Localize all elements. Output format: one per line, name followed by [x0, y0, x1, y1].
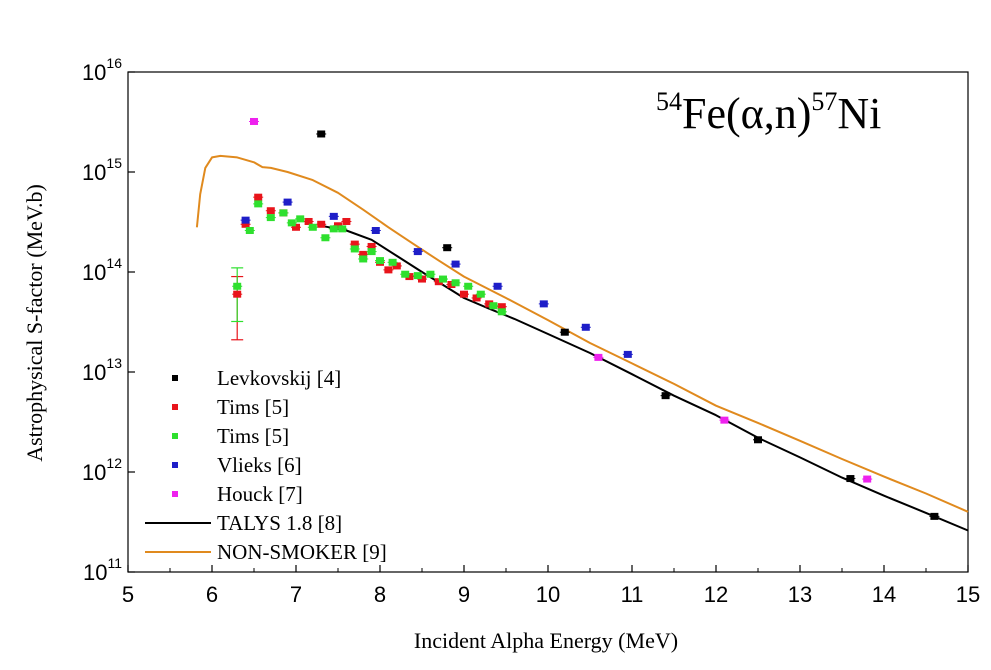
y-tick-label: 1015	[82, 155, 122, 185]
x-tick-label: 13	[788, 582, 812, 607]
legend-label: Vlieks [6]	[217, 453, 302, 477]
legend-label: Tims [5]	[217, 395, 289, 419]
error-bars	[231, 267, 244, 341]
x-tick-label: 6	[206, 582, 218, 607]
y-tick-exponent: 14	[106, 255, 122, 271]
y-tick-base: 10	[82, 460, 106, 485]
legend-label: NON-SMOKER [9]	[217, 540, 387, 564]
y-tick-base: 10	[82, 60, 106, 85]
x-tick-label: 11	[621, 582, 644, 607]
y-tick-base: 10	[82, 160, 106, 185]
tick-labels: 5 6 7 8 9 10 11 12 13 14 1510111012101310141015101…	[82, 55, 980, 607]
x-tick-label: 5	[122, 582, 134, 607]
reaction-annotation: 54Fe(α,n)57Ni	[656, 87, 881, 138]
series-points	[232, 117, 940, 520]
x-tick-label: 14	[872, 582, 896, 607]
y-tick-exponent: 11	[107, 555, 122, 571]
y-tick-exponent: 12	[106, 455, 122, 471]
x-tick-label: 8	[374, 582, 386, 607]
legend-point-swatch	[172, 433, 178, 439]
reaction-mid: ,n)	[764, 89, 812, 138]
legend: Levkovskij [4] Tims [5] Tims [5] Vlieks [6]…	[145, 366, 387, 564]
y-tick-exponent: 13	[106, 355, 122, 371]
legend-label: Tims [5]	[217, 424, 289, 448]
series-line	[321, 224, 969, 532]
x-tick-label: 10	[536, 582, 560, 607]
y-tick-label: 1011	[83, 555, 122, 585]
y-tick-base: 10	[82, 360, 106, 385]
y-tick-label: 1016	[82, 55, 122, 85]
x-tick-label: 7	[290, 582, 302, 607]
y-tick-base: 10	[83, 560, 107, 585]
reaction-mass-a: 54	[656, 87, 682, 116]
legend-point-swatch	[172, 462, 178, 468]
x-axis-title: Incident Alpha Energy (MeV)	[414, 628, 678, 653]
x-tick-label: 12	[704, 582, 728, 607]
reaction-product: Ni	[837, 89, 881, 138]
reaction-alpha: α	[741, 89, 764, 138]
y-tick-base: 10	[82, 260, 106, 285]
legend-point-swatch	[172, 491, 178, 497]
legend-point-swatch	[172, 375, 178, 381]
legend-label: Levkovskij [4]	[217, 366, 341, 390]
legend-label: TALYS 1.8 [8]	[217, 511, 342, 535]
y-tick-label: 1014	[82, 255, 122, 285]
y-tick-exponent: 15	[106, 155, 122, 171]
reaction-mass-b: 57	[811, 87, 837, 116]
x-tick-label: 9	[458, 582, 470, 607]
legend-point-swatch	[172, 404, 178, 410]
legend-label: Houck [7]	[217, 482, 303, 506]
reaction-target: Fe(	[682, 89, 741, 138]
y-tick-label: 1012	[82, 455, 122, 485]
y-tick-label: 1013	[82, 355, 122, 385]
series-line	[195, 154, 969, 513]
y-axis-title: Astrophysical S-factor (MeV.b)	[22, 184, 47, 462]
x-tick-label: 15	[956, 582, 980, 607]
y-tick-exponent: 16	[106, 55, 122, 71]
axes-layer	[127, 71, 969, 573]
series-lines	[195, 154, 969, 532]
